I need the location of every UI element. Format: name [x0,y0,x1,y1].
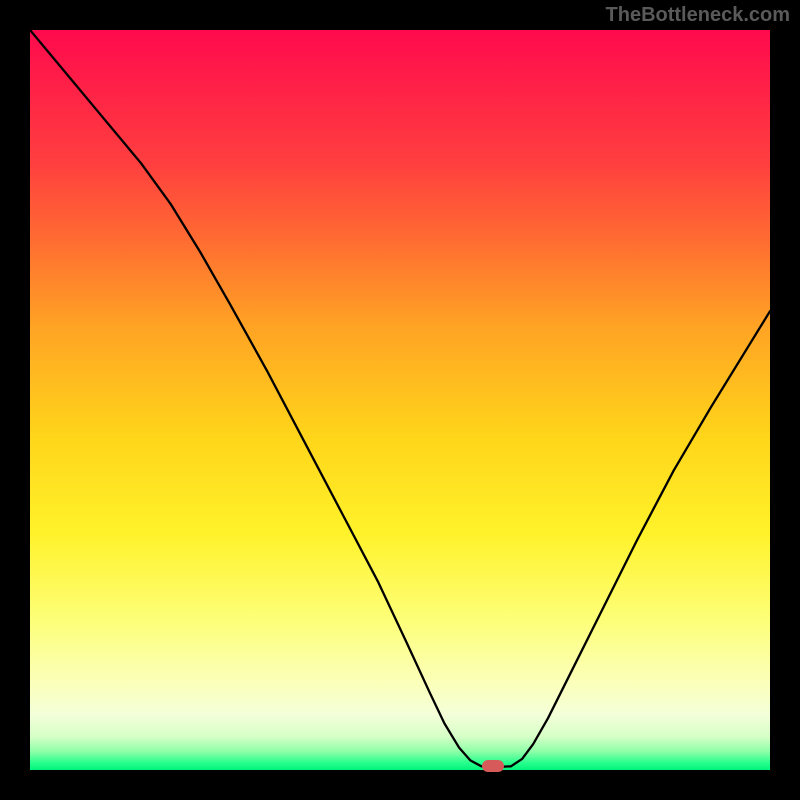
chart-svg [30,30,770,770]
optimal-point-marker [482,760,504,772]
watermark-text: TheBottleneck.com [606,4,790,27]
chart-area [30,30,770,770]
gradient-background [30,30,770,770]
